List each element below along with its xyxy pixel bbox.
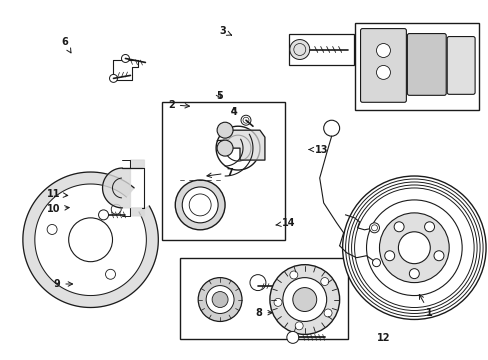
Circle shape <box>105 269 115 279</box>
Polygon shape <box>102 160 144 216</box>
Circle shape <box>198 278 242 321</box>
Circle shape <box>320 278 328 285</box>
Text: 13: 13 <box>308 144 327 154</box>
FancyBboxPatch shape <box>447 37 474 94</box>
Text: 8: 8 <box>255 308 272 318</box>
Circle shape <box>111 204 121 214</box>
Circle shape <box>273 298 282 306</box>
Circle shape <box>398 232 429 264</box>
Polygon shape <box>112 60 138 80</box>
Polygon shape <box>23 172 158 307</box>
Circle shape <box>121 54 129 62</box>
FancyBboxPatch shape <box>407 33 446 95</box>
Circle shape <box>342 176 485 319</box>
Circle shape <box>424 222 434 232</box>
Text: 5: 5 <box>215 91 222 101</box>
Circle shape <box>217 122 233 138</box>
Bar <box>288 33 353 66</box>
Text: 12: 12 <box>376 333 389 343</box>
Text: 14: 14 <box>275 218 294 228</box>
Circle shape <box>384 251 394 261</box>
Text: 6: 6 <box>61 37 71 53</box>
Text: 10: 10 <box>47 204 69 214</box>
Circle shape <box>206 285 234 314</box>
Text: 9: 9 <box>54 279 72 289</box>
Polygon shape <box>224 130 264 160</box>
Circle shape <box>99 210 108 220</box>
Circle shape <box>393 222 403 232</box>
Circle shape <box>376 44 389 58</box>
Circle shape <box>241 115 250 125</box>
Circle shape <box>47 225 57 234</box>
Circle shape <box>289 271 297 279</box>
Circle shape <box>369 223 379 233</box>
FancyBboxPatch shape <box>360 28 406 102</box>
Circle shape <box>182 187 218 223</box>
Circle shape <box>286 332 298 343</box>
Bar <box>162 102 285 240</box>
Bar <box>180 258 347 339</box>
Circle shape <box>433 251 443 261</box>
Bar <box>354 23 478 110</box>
Circle shape <box>175 180 224 230</box>
Text: 11: 11 <box>47 189 67 199</box>
Circle shape <box>269 265 339 334</box>
Circle shape <box>109 75 117 82</box>
Text: 2: 2 <box>168 100 189 110</box>
Circle shape <box>372 259 380 267</box>
Text: 4: 4 <box>230 107 237 117</box>
Text: 1: 1 <box>419 294 432 318</box>
Circle shape <box>249 275 265 291</box>
Circle shape <box>292 288 316 311</box>
Circle shape <box>217 140 233 156</box>
Circle shape <box>282 278 326 321</box>
Circle shape <box>295 322 303 330</box>
Text: 3: 3 <box>219 26 231 36</box>
Circle shape <box>408 269 419 279</box>
Circle shape <box>324 309 331 317</box>
Text: 7: 7 <box>206 168 233 178</box>
Circle shape <box>376 66 389 80</box>
Circle shape <box>212 292 227 307</box>
Circle shape <box>289 40 309 59</box>
Circle shape <box>379 213 448 283</box>
